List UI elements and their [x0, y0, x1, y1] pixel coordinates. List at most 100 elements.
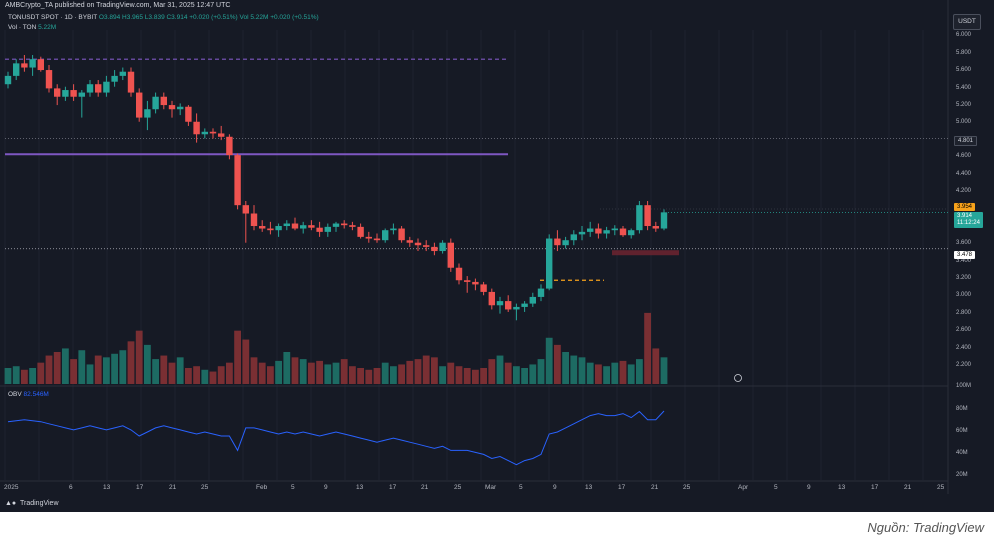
- candle-body: [177, 106, 184, 110]
- volume-bar: [103, 357, 110, 384]
- volume-bar: [537, 359, 545, 384]
- candle-body: [291, 223, 299, 229]
- obv-value: 82.546M: [23, 391, 49, 398]
- tradingview-logo[interactable]: ▲● TradingView: [5, 500, 59, 507]
- obv-tick: 60M: [956, 428, 968, 434]
- candle-body: [259, 226, 266, 229]
- price-tick: 5.800: [956, 50, 972, 56]
- candle-body: [488, 291, 495, 306]
- candle-body: [414, 242, 422, 246]
- candle-body: [78, 92, 85, 97]
- candle-body: [62, 90, 69, 97]
- volume-bar: [406, 360, 414, 384]
- volume-bar: [414, 359, 422, 384]
- candle-body: [54, 88, 61, 97]
- candle-body: [267, 228, 274, 231]
- volume-bar: [431, 357, 438, 384]
- volume-bar: [144, 344, 151, 384]
- price-tick: 3.000: [956, 292, 972, 298]
- volume-bar: [349, 366, 356, 384]
- volume-bar: [513, 366, 520, 384]
- candle-body: [578, 231, 586, 235]
- time-tick: 17: [389, 484, 397, 491]
- volume-bar: [316, 360, 323, 384]
- volume-bar: [455, 366, 463, 384]
- volume-bar: [636, 359, 643, 384]
- volume-bar: [570, 355, 578, 384]
- volume-bar: [234, 330, 241, 384]
- candle-body: [45, 70, 53, 89]
- candle-body: [185, 106, 192, 122]
- volume-bar: [250, 357, 258, 384]
- candle-body: [382, 230, 389, 241]
- obv-line: [7, 410, 665, 466]
- price-chart-svg[interactable]: [0, 0, 994, 512]
- time-tick: 21: [421, 484, 429, 491]
- volume-bar: [504, 362, 512, 384]
- volume-bar: [258, 362, 266, 384]
- obv-label[interactable]: OBV: [8, 391, 22, 398]
- candle-body: [283, 223, 290, 227]
- time-tick: 17: [871, 484, 879, 491]
- time-tick: 9: [807, 484, 811, 491]
- last-price: 3.914: [957, 213, 973, 219]
- candle-body: [529, 296, 536, 304]
- candle-body: [127, 71, 135, 93]
- time-tick: 13: [838, 484, 846, 491]
- price-tick: 6.000: [956, 32, 972, 38]
- volume-bar: [299, 359, 307, 384]
- candle-body: [554, 238, 561, 246]
- volume-bar: [340, 359, 348, 384]
- volume-bar: [193, 366, 200, 384]
- tv-logo-text: TradingView: [19, 500, 59, 507]
- candle-body: [628, 230, 635, 236]
- volume-bar: [4, 368, 12, 384]
- volume-bar: [275, 360, 282, 384]
- price-tick: 5.400: [956, 85, 972, 91]
- candle-body: [496, 301, 504, 306]
- candle-body: [660, 212, 668, 229]
- time-tick: 21: [169, 484, 177, 491]
- time-tick: Feb: [256, 484, 268, 491]
- candle-body: [209, 131, 217, 134]
- time-tick: 5: [774, 484, 778, 491]
- bar-countdown: 11:12:24: [957, 220, 980, 226]
- obv-tick: 80M: [956, 406, 968, 412]
- volume-bar: [242, 339, 250, 384]
- volume-bar: [45, 355, 53, 384]
- candle-body: [201, 131, 208, 135]
- time-tick: 9: [324, 484, 328, 491]
- volume-bar: [62, 348, 69, 384]
- candle-body: [250, 213, 258, 227]
- volume-bar: [12, 366, 20, 384]
- currency-button[interactable]: USDT: [953, 14, 981, 30]
- candle-body: [300, 225, 307, 229]
- time-tick: 25: [201, 484, 209, 491]
- candle-body: [603, 230, 610, 234]
- price-tick: 5.600: [956, 67, 972, 73]
- volume-bar: [176, 357, 184, 384]
- symbol-label[interactable]: TONUSDT SPOT · 1D · BYBIT: [8, 14, 98, 21]
- time-tick: 13: [356, 484, 364, 491]
- price-tick: 3.200: [956, 275, 972, 281]
- symbol-legend: TONUSDT SPOT · 1D · BYBIT O3.894 H3.965 …: [8, 14, 319, 21]
- last-price-tag: 3.914 11:12:24: [954, 212, 983, 228]
- volume-bar: [480, 368, 487, 384]
- volume-bar: [472, 369, 479, 384]
- candle-body: [21, 63, 28, 68]
- candle-body: [455, 267, 463, 281]
- price-tick: 4.400: [956, 171, 972, 177]
- candle-body: [29, 59, 36, 68]
- volume-bar: [496, 355, 504, 384]
- candle-body: [464, 280, 471, 282]
- candle-body: [619, 228, 627, 236]
- price-tick: 3.600: [956, 240, 972, 246]
- price-tick: 2.600: [956, 327, 972, 333]
- vol-ton-label[interactable]: Vol · TON: [8, 24, 37, 31]
- candle-body: [152, 96, 159, 110]
- volume-bar: [529, 364, 537, 384]
- candle-body: [226, 136, 233, 156]
- candle-body: [193, 121, 200, 135]
- supply-zone: [612, 250, 679, 256]
- time-tick: 17: [136, 484, 144, 491]
